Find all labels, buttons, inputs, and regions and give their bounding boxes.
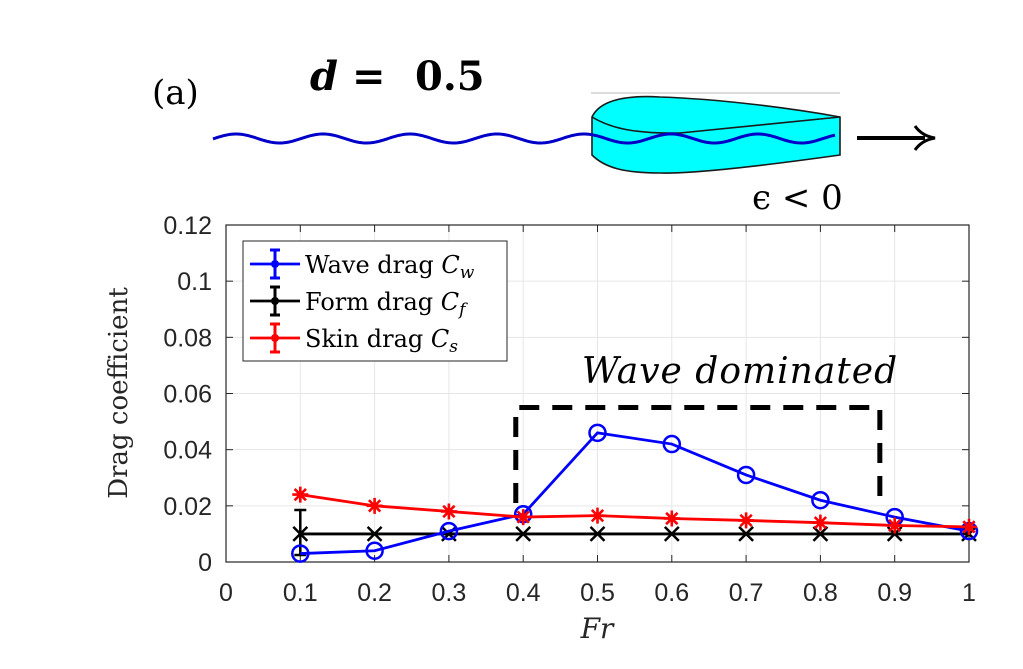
condition-label: ϵ < 0 bbox=[752, 178, 843, 218]
series-line bbox=[300, 493, 970, 529]
x-tick-label: 0.1 bbox=[283, 579, 318, 607]
data-point-asterisk bbox=[812, 514, 829, 531]
data-point-x bbox=[812, 526, 829, 542]
series-wave-drag bbox=[291, 423, 979, 563]
series-line bbox=[300, 431, 970, 555]
data-point-asterisk bbox=[589, 507, 606, 524]
data-point-x bbox=[292, 526, 309, 542]
data-point-circle bbox=[811, 490, 830, 510]
y-tick-label: 0.1 bbox=[177, 268, 212, 296]
x-tick-label: 1 bbox=[962, 579, 976, 607]
wave-dominated-annotation: Wave dominated bbox=[513, 351, 898, 504]
data-point-circle bbox=[365, 541, 384, 561]
data-point-asterisk bbox=[961, 518, 977, 535]
data-point-asterisk bbox=[738, 512, 755, 529]
direction-arrow-head-icon bbox=[913, 125, 936, 151]
x-tick-label: 0 bbox=[219, 579, 233, 607]
x-tick-label: 0.5 bbox=[580, 579, 615, 607]
data-point-asterisk bbox=[292, 486, 309, 503]
legend-label: Skin drag Cs bbox=[305, 325, 458, 357]
data-point-x bbox=[663, 526, 680, 542]
data-point-x bbox=[515, 526, 532, 542]
equation-variable: d bbox=[310, 53, 338, 100]
series-skin-drag bbox=[292, 486, 977, 535]
legend: Wave drag Cw Form drag Cf Skin drag Cs bbox=[242, 240, 508, 362]
panel-label: (a) bbox=[152, 73, 199, 113]
data-point-x bbox=[589, 526, 606, 542]
hull-body bbox=[591, 95, 841, 174]
x-tick-label: 0.8 bbox=[803, 579, 838, 607]
data-point-asterisk bbox=[663, 510, 680, 527]
data-point-circle bbox=[736, 465, 756, 485]
wake-wave bbox=[212, 132, 836, 145]
x-tick-label: 0.6 bbox=[654, 579, 689, 607]
series-layer bbox=[291, 423, 979, 563]
data-point-circle bbox=[662, 434, 682, 454]
y-axis-label: Drag coefficient bbox=[104, 287, 134, 499]
header-equation: d = 0.5 bbox=[310, 53, 485, 100]
data-point-circle bbox=[588, 423, 607, 443]
legend-marker-icon bbox=[271, 260, 279, 268]
legend-marker-icon bbox=[271, 334, 279, 342]
y-tick-label: 0.08 bbox=[163, 324, 212, 352]
legend-label: Wave drag Cw bbox=[305, 251, 475, 283]
wave-dominated-box bbox=[513, 405, 883, 504]
y-tick-labels: 0 0.02 0.04 0.06 0.08 0.1 0.12 bbox=[163, 212, 212, 577]
data-point-circle bbox=[291, 544, 310, 563]
legend-item-skin-drag: Skin drag Cs bbox=[250, 322, 458, 357]
data-point-asterisk bbox=[515, 509, 532, 526]
x-tick-labels: 0 0.1 0.2 0.3 0.4 0.5 0.6 0.7 0.8 0.9 1 bbox=[219, 579, 976, 607]
equation-value: 0.5 bbox=[415, 53, 485, 100]
x-axis-label: Fr bbox=[580, 612, 615, 645]
x-tick-label: 0.9 bbox=[877, 579, 912, 607]
legend-item-form-drag: Form drag Cf bbox=[250, 285, 468, 320]
data-point-asterisk bbox=[440, 503, 457, 520]
drag-chart: 0 0.1 0.2 0.3 0.4 0.5 0.6 0.7 0.8 0.9 1 00.020.040… bbox=[104, 212, 979, 645]
x-tick-label: 0.2 bbox=[357, 579, 392, 607]
y-tick-label: 0.02 bbox=[163, 493, 212, 521]
legend-marker-icon bbox=[271, 297, 279, 305]
y-tick-label: 0.06 bbox=[163, 381, 212, 409]
legend-label: Form drag Cf bbox=[305, 288, 468, 320]
legend-item-wave-drag: Wave drag Cw bbox=[250, 248, 475, 283]
y-tick-label: 0.12 bbox=[163, 212, 212, 240]
x-tick-label: 0.4 bbox=[506, 579, 541, 607]
x-tick-label: 0.7 bbox=[729, 579, 764, 607]
data-point-asterisk bbox=[366, 497, 383, 514]
x-tick-label: 0.3 bbox=[432, 579, 467, 607]
hull-schematic: ϵ < 0 bbox=[212, 92, 936, 218]
data-point-asterisk bbox=[886, 517, 903, 534]
data-point-x bbox=[738, 526, 754, 542]
y-tick-label: 0.04 bbox=[163, 437, 212, 465]
y-tick-label: 0 bbox=[198, 549, 212, 577]
data-point-circle bbox=[439, 521, 459, 541]
data-point-x bbox=[366, 526, 383, 542]
equation-operator: = bbox=[352, 53, 386, 100]
wave-dominated-label: Wave dominated bbox=[582, 351, 898, 392]
